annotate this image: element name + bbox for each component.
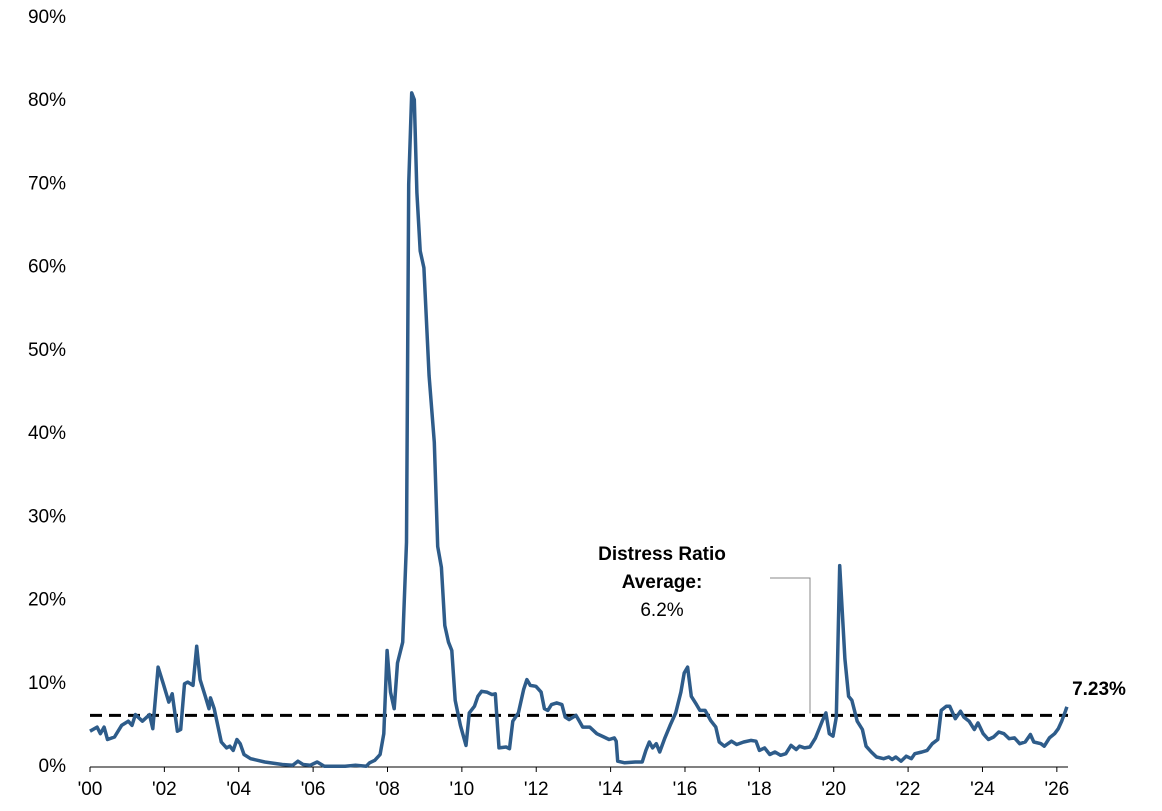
series-line [89, 91, 1069, 768]
annotation-line: Average: [622, 572, 703, 593]
y-tick-label: 30% [28, 506, 66, 527]
x-tick-label: '08 [375, 779, 400, 800]
y-tick-label: 20% [28, 590, 66, 611]
annotation-value: 6.2% [640, 600, 683, 621]
x-tick-label: '16 [673, 779, 698, 800]
x-tick-label: '06 [301, 779, 326, 800]
x-tick-label: '12 [524, 779, 549, 800]
y-tick-label: 50% [28, 340, 66, 361]
y-tick-label: 90% [28, 7, 66, 28]
x-tick-label: '22 [896, 779, 921, 800]
annotation-line: Distress Ratio [598, 544, 726, 565]
y-tick-label: 80% [28, 90, 66, 111]
x-tick-label: '26 [1044, 779, 1069, 800]
x-tick-label: '14 [598, 779, 623, 800]
x-tick-label: '02 [152, 779, 177, 800]
x-tick-label: '04 [226, 779, 251, 800]
end-label: 7.23% [1072, 679, 1126, 700]
x-tick-label: '10 [449, 779, 474, 800]
y-tick-label: 70% [28, 173, 66, 194]
y-tick-label: 40% [28, 423, 66, 444]
x-tick-label: '18 [747, 779, 772, 800]
y-tick-label: 60% [28, 257, 66, 278]
x-tick-label: '00 [78, 779, 103, 800]
x-tick-label: '24 [970, 779, 995, 800]
x-tick-label: '20 [821, 779, 846, 800]
y-tick-label: 0% [39, 756, 67, 777]
y-tick-label: 10% [28, 673, 66, 694]
leader-line [770, 577, 811, 714]
